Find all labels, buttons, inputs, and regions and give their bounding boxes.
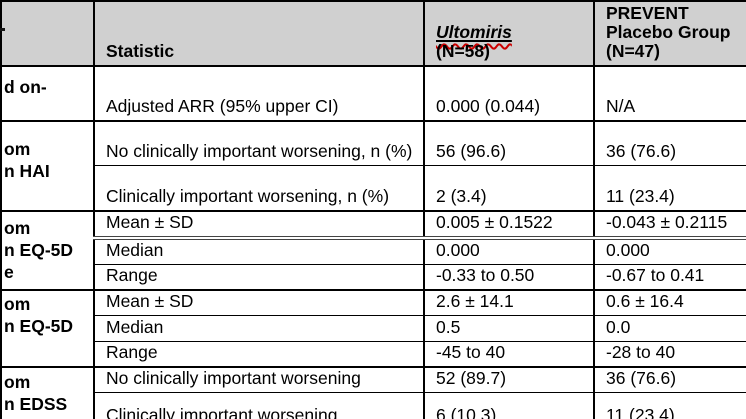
table-row: om n EQ-5D e Mean ± SD 0.005 ± 0.1522 -0… — [0, 211, 746, 291]
group-label-line: n EDSS — [4, 394, 68, 414]
group-label-line: om — [4, 139, 31, 159]
stat-cell: Clinically important worsening — [93, 392, 425, 419]
group-label-cell: om n EQ-5D — [0, 290, 95, 368]
group-label-line: d on- — [4, 77, 47, 97]
placebo-value-cell: 0.0 — [593, 315, 746, 342]
ultomiris-value-cell: 6 (10.3) — [423, 392, 595, 419]
stat-cell: Median — [93, 315, 425, 342]
header-placebo: PREVENT Placebo Group (N=47) — [593, 0, 746, 67]
placebo-value-cell: -0.043 ± 0.2115 — [593, 211, 746, 240]
placebo-value-cell: 36 (76.6) — [593, 121, 746, 166]
table-row: Median 0.000 0.000 — [1, 238, 746, 265]
placebo-value-cell: 0.6 ± 16.4 — [593, 290, 746, 316]
group-label-cell: om n EDSS — [0, 367, 95, 419]
ultomiris-value-cell: 0.5 — [423, 315, 595, 342]
placebo-value-cell: -28 to 40 — [593, 341, 746, 368]
placebo-value-cell: 11 (23.4) — [593, 392, 746, 419]
ultomiris-value-cell: 0.005 ± 0.1522 — [423, 211, 595, 240]
ultomiris-value-cell: 0.000 (0.044) — [423, 66, 595, 122]
header-statistic: Statistic — [93, 0, 425, 67]
placebo-value-cell: N/A — [593, 66, 746, 122]
placebo-line2: Placebo Group — [606, 22, 731, 42]
table-row: Median 0.5 0.0 — [1, 315, 746, 342]
placebo-line3: (N=47) — [606, 41, 660, 61]
placebo-value-cell: 11 (23.4) — [593, 165, 746, 212]
group-label-line: om — [4, 218, 31, 238]
group-label-line: n HAI — [4, 161, 50, 181]
group-label-line: om — [4, 294, 31, 314]
header-ultomiris: Ultomiris (N=58) — [423, 0, 595, 67]
stat-cell: Range — [93, 341, 425, 368]
group-label-cell: d on- — [0, 66, 95, 122]
ultomiris-value-cell: 2 (3.4) — [423, 165, 595, 212]
group-label-line: n EQ-5D — [4, 240, 74, 260]
group-label-cell: om n HAI — [0, 121, 95, 212]
placebo-value-cell: -0.67 to 0.41 — [593, 264, 746, 291]
stat-cell: Median — [93, 238, 425, 265]
ultomiris-value-cell: 0.000 — [423, 238, 595, 265]
ultomiris-value-cell: -0.33 to 0.50 — [423, 264, 595, 291]
group-label-line: e — [4, 262, 14, 282]
placebo-value-cell: 36 (76.6) — [593, 367, 746, 393]
ultomiris-value-cell: -45 to 40 — [423, 341, 595, 368]
ultomiris-value-cell: 2.6 ± 14.1 — [423, 290, 595, 316]
table-row: om n EDSS No clinically important worsen… — [0, 367, 746, 419]
table-header-row: Statistic Ultomiris (N=58) PREVENT Place… — [0, 0, 746, 67]
table-row: d on- Adjusted ARR (95% upper CI) 0.000 … — [0, 66, 746, 122]
placebo-value-cell: 0.000 — [593, 238, 746, 265]
ultomiris-name: Ultomiris — [436, 22, 512, 42]
table-row: Range -45 to 40 -28 to 40 — [1, 341, 746, 368]
table-row: Clinically important worsening, n (%) 2 … — [1, 165, 746, 212]
table-row: om n EQ-5D Mean ± SD 2.6 ± 14.1 0.6 ± 16… — [0, 290, 746, 368]
table-row: om n HAI No clinically important worseni… — [0, 121, 746, 212]
stat-cell: Clinically important worsening, n (%) — [93, 165, 425, 212]
table-row: Clinically important worsening 6 (10.3) … — [1, 392, 746, 419]
stat-cell: Mean ± SD — [93, 290, 425, 316]
ultomiris-value-cell: 56 (96.6) — [423, 121, 595, 166]
ultomiris-value-cell: 52 (89.7) — [423, 367, 595, 393]
stat-cell: No clinically important worsening, n (%) — [93, 121, 425, 166]
stat-cell: No clinically important worsening — [93, 367, 425, 393]
stat-cell: Adjusted ARR (95% upper CI) — [93, 66, 425, 122]
stat-cell: Range — [93, 264, 425, 291]
group-label-line: om — [4, 372, 31, 392]
cutoff-text-fragment — [0, 28, 5, 31]
header-endpoint-cell — [0, 0, 95, 67]
placebo-line1: PREVENT — [606, 3, 689, 23]
group-label-cell: om n EQ-5D e — [0, 211, 95, 291]
ultomiris-n: (N=58) — [436, 41, 490, 61]
stat-cell: Mean ± SD — [93, 211, 425, 240]
table-row: Range -0.33 to 0.50 -0.67 to 0.41 — [1, 264, 746, 291]
group-label-line: n EQ-5D — [4, 316, 74, 336]
